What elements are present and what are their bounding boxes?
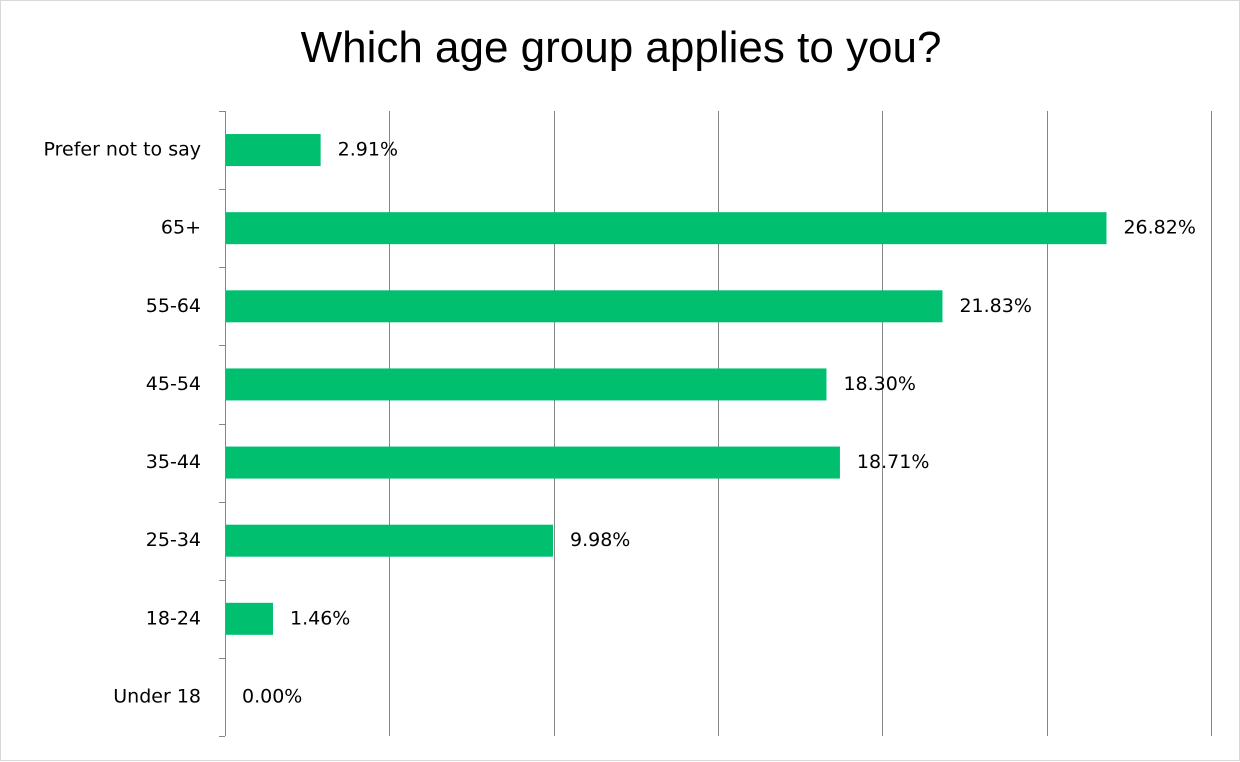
category-label: 25-34 — [146, 529, 201, 551]
category-label: 45-54 — [146, 373, 201, 395]
chart-title: Which age group applies to you? — [300, 23, 942, 72]
category-label: 65+ — [161, 217, 201, 239]
category-label: Prefer not to say — [44, 139, 202, 161]
bar — [226, 368, 827, 401]
category-label: 18-24 — [146, 607, 201, 629]
data-label: 18.30% — [843, 373, 915, 395]
data-label: 26.82% — [1123, 217, 1195, 239]
data-label: 9.98% — [570, 529, 630, 551]
bar — [226, 524, 554, 557]
category-label: Under 18 — [113, 685, 201, 707]
data-label: 18.71% — [857, 451, 929, 473]
bar — [226, 290, 943, 323]
category-label: 35-44 — [146, 451, 201, 473]
bar — [226, 602, 273, 635]
data-label: 1.46% — [290, 607, 350, 629]
data-label: 0.00% — [242, 685, 302, 707]
bar — [226, 212, 1107, 245]
bar — [226, 134, 321, 167]
bar — [226, 446, 840, 479]
data-label: 21.83% — [959, 295, 1031, 317]
data-label: 2.91% — [338, 139, 398, 161]
category-label: 55-64 — [146, 295, 201, 317]
